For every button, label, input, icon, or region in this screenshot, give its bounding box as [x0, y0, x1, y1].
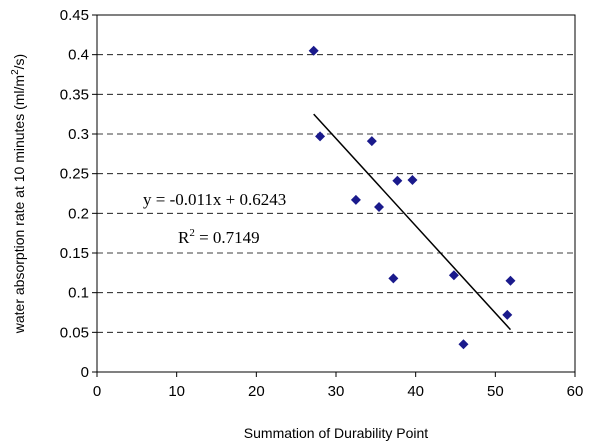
x-tick-label: 60: [567, 383, 584, 400]
x-axis-title: Summation of Durability Point: [244, 425, 429, 441]
y-axis-title-main: water absorption rate at 10 minutes (ml/…: [11, 75, 27, 334]
r2-value: = 0.7149: [195, 228, 260, 247]
y-axis-title: water absorption rate at 10 minutes (ml/…: [10, 54, 27, 334]
trendline-equation: y = -0.011x + 0.6243: [143, 190, 286, 209]
data-point: [366, 136, 377, 147]
y-tick-label: 0.2: [68, 205, 89, 222]
y-tick-label: 0.3: [68, 126, 89, 143]
y-tick-label: 0.25: [60, 166, 89, 183]
y-tick-label: 0.05: [60, 324, 89, 341]
x-tick-label: 20: [248, 383, 265, 400]
data-point: [407, 175, 418, 186]
r2-prefix: R: [178, 228, 190, 247]
data-point: [388, 273, 399, 284]
data-point: [448, 270, 459, 281]
data-point: [374, 201, 385, 212]
trendline: [313, 113, 512, 331]
x-tick-label: 0: [93, 383, 101, 400]
data-points: [308, 45, 516, 350]
x-tick-label: 30: [328, 383, 345, 400]
r2-superscript: 2: [189, 227, 195, 239]
y-tick-label: 0.1: [68, 285, 89, 302]
y-axis-title-superscript: 2: [10, 69, 21, 75]
y-tick-label: 0.4: [68, 47, 89, 64]
data-point: [505, 275, 516, 286]
x-tick-label: 10: [168, 383, 185, 400]
x-tick-label: 50: [487, 383, 504, 400]
data-point: [315, 131, 326, 142]
r-squared-label: R2 = 0.7149: [178, 227, 260, 247]
x-tick-label: 40: [407, 383, 424, 400]
data-point: [308, 45, 319, 56]
data-point: [502, 309, 513, 320]
data-point: [458, 339, 469, 350]
y-tick-label: 0.35: [60, 86, 89, 103]
x-axis-ticks: 0 10 20 30 40 50 60: [93, 372, 584, 400]
y-tick-label: 0.45: [60, 7, 89, 24]
data-point: [392, 175, 403, 186]
data-point: [350, 194, 361, 205]
y-tick-label: 0: [81, 364, 89, 381]
y-axis-ticks: 0 0.05 0.1 0.15 0.2 0.25 0.3 0.35 0.4 0.45: [60, 7, 97, 381]
y-tick-label: 0.15: [60, 245, 89, 262]
y-axis-title-tail: /s): [11, 54, 27, 70]
